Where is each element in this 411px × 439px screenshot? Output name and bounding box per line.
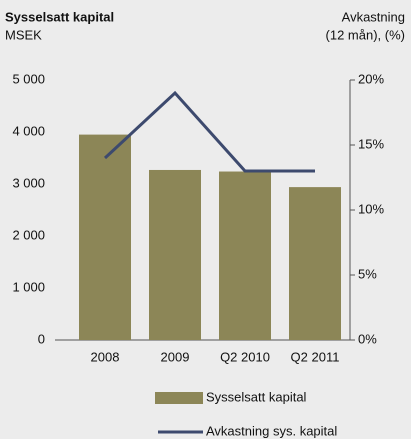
bar xyxy=(79,134,131,340)
y-tick-label: 1 000 xyxy=(12,279,45,294)
x-tick-label: Q2 2010 xyxy=(220,349,270,364)
x-tick-label: 2009 xyxy=(161,349,190,364)
y2-tick-label: 0% xyxy=(358,331,377,346)
y-tick-label: 5 000 xyxy=(12,71,45,86)
legend-swatch xyxy=(155,392,203,404)
y-tick-label: 2 000 xyxy=(12,227,45,242)
x-tick-label: 2008 xyxy=(91,349,120,364)
bar xyxy=(289,187,341,340)
y-tick-label: 3 000 xyxy=(12,175,45,190)
y2-unit: (12 mån), (%) xyxy=(326,27,405,42)
y-label: Sysselsatt kapital xyxy=(5,9,114,24)
x-tick-label: Q2 2011 xyxy=(291,349,340,364)
y-tick-label: 0 xyxy=(38,331,45,346)
y2-tick-label: 15% xyxy=(358,136,384,151)
y2-tick-label: 10% xyxy=(358,201,384,216)
legend-label: Avkastning sys. kapital xyxy=(206,423,337,438)
y2-label: Avkastning xyxy=(342,9,405,24)
bar xyxy=(149,169,201,340)
line xyxy=(103,90,315,173)
legend-label: Sysselsatt kapital xyxy=(206,389,307,404)
y-unit: MSEK xyxy=(5,27,42,42)
bar xyxy=(219,171,271,340)
y-tick-label: 4 000 xyxy=(12,123,45,138)
y2-tick-label: 5% xyxy=(358,266,377,281)
y2-tick-label: 20% xyxy=(358,71,384,86)
